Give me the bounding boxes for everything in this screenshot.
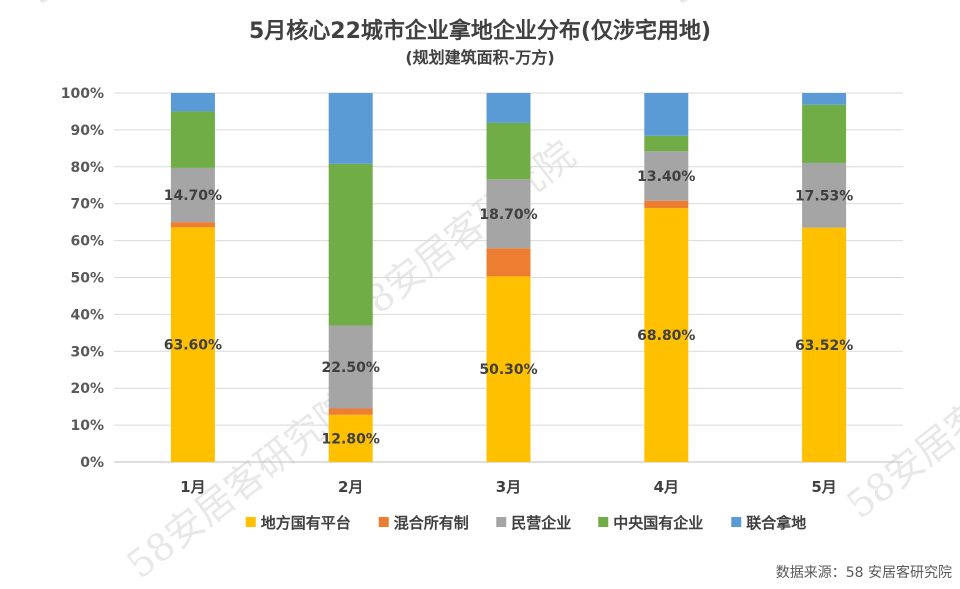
data-label: 13.40%: [637, 169, 695, 185]
bar-segment: [644, 200, 689, 209]
bar-segment: [644, 151, 689, 201]
bar-segment: [486, 248, 531, 277]
legend-label: 地方国有平台: [261, 514, 351, 532]
watermark-text: 58安居客研究院: [338, 132, 583, 337]
bar-segment: [170, 167, 215, 223]
data-label: 17.53%: [795, 188, 853, 204]
bars: 63.60% 14.70% 12.80% 22.50% 50.30% 18.70% 68.8…: [164, 93, 853, 462]
data-label: 63.52%: [795, 338, 853, 354]
y-tick-label: 0%: [80, 455, 104, 471]
bar-segment: [802, 162, 847, 228]
bar-segment: [170, 93, 215, 112]
x-axis: 1月 2月 3月 4月 5月: [180, 478, 837, 496]
legend-swatch: [496, 517, 507, 527]
bar-segment: [802, 227, 847, 462]
x-tick-label: 2月: [338, 478, 363, 496]
bar-segment: [802, 104, 847, 163]
x-tick-label: 3月: [496, 478, 521, 496]
y-tick-label: 80%: [70, 160, 104, 176]
data-label: 14.70%: [164, 188, 222, 204]
bar-segment: [486, 93, 531, 123]
data-label: 22.50%: [322, 360, 380, 376]
bar-segment: [170, 111, 215, 168]
y-tick-label: 70%: [70, 197, 104, 213]
y-tick-label: 100%: [61, 86, 104, 102]
legend: 地方国有平台 混合所有制 民营企业 中央国有企业 联合拿地: [245, 514, 806, 532]
bar-segment: [170, 222, 215, 228]
bar-segment: [328, 408, 373, 415]
chart-title: 5月核心22城市企业拿地企业分布(仅涉宅用地): [249, 18, 711, 44]
data-label: 63.60%: [164, 338, 222, 354]
y-axis: 0% 10% 20% 30% 40% 50% 60% 70% 80% 90% 100%: [61, 86, 104, 471]
legend-swatch: [245, 517, 256, 527]
y-tick-label: 60%: [70, 234, 104, 250]
legend-swatch: [598, 517, 609, 527]
bar-segment: [328, 163, 373, 326]
y-tick-label: 50%: [70, 271, 104, 287]
data-label: 50.30%: [479, 362, 537, 378]
data-label: 12.80%: [322, 431, 380, 447]
watermark-text: 58安居客研究院: [658, 0, 903, 13]
y-tick-label: 30%: [70, 344, 104, 360]
bar-segment: [328, 93, 373, 164]
bar-segment: [170, 227, 215, 462]
legend-label: 中央国有企业: [613, 514, 703, 532]
bar-segment: [328, 325, 373, 409]
y-tick-label: 10%: [70, 418, 104, 434]
source-note: 数据来源：58 安居客研究院: [776, 564, 952, 581]
x-tick-label: 1月: [180, 478, 205, 496]
x-tick-label: 4月: [654, 478, 679, 496]
watermark-text: 58安居客研究院: [118, 382, 363, 587]
data-label: 68.80%: [637, 328, 695, 344]
legend-label: 联合拿地: [746, 514, 806, 532]
y-tick-label: 20%: [70, 381, 104, 397]
bar-segment: [486, 179, 531, 249]
bar-segment: [644, 93, 689, 136]
bar-segment: [802, 93, 847, 105]
bar-segment: [486, 276, 531, 462]
legend-swatch: [378, 517, 389, 527]
y-tick-label: 40%: [70, 307, 104, 323]
bar-segment: [644, 208, 689, 462]
y-tick-label: 90%: [70, 123, 104, 139]
bar-segment: [328, 414, 373, 462]
legend-label: 民营企业: [511, 514, 571, 532]
watermark-text: 58安居客研究院: [18, 0, 263, 13]
legend-swatch: [731, 517, 742, 527]
data-label: 18.70%: [479, 207, 537, 223]
bar-segment: [644, 135, 689, 152]
legend-label: 混合所有制: [394, 514, 469, 532]
chart-subtitle: (规划建筑面积-万方): [405, 48, 554, 67]
x-tick-label: 5月: [811, 478, 836, 496]
bar-segment: [486, 122, 531, 180]
